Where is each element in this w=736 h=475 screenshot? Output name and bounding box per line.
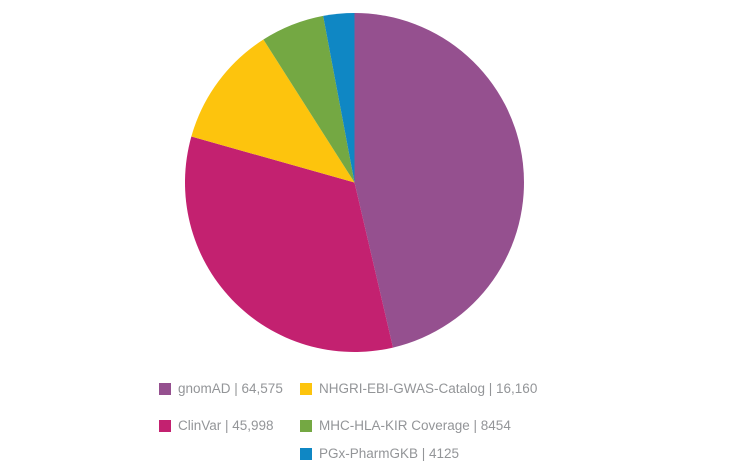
pie-slice-clinvar <box>184 136 393 353</box>
pie-slice-gnomad <box>354 13 525 348</box>
pie-slice-mhc-hla-kir-coverage <box>263 15 355 183</box>
pie-slice-pgx-pharmgkb <box>323 12 355 183</box>
pie-slice-nhgri-ebi-gwas-catalog <box>191 39 355 183</box>
